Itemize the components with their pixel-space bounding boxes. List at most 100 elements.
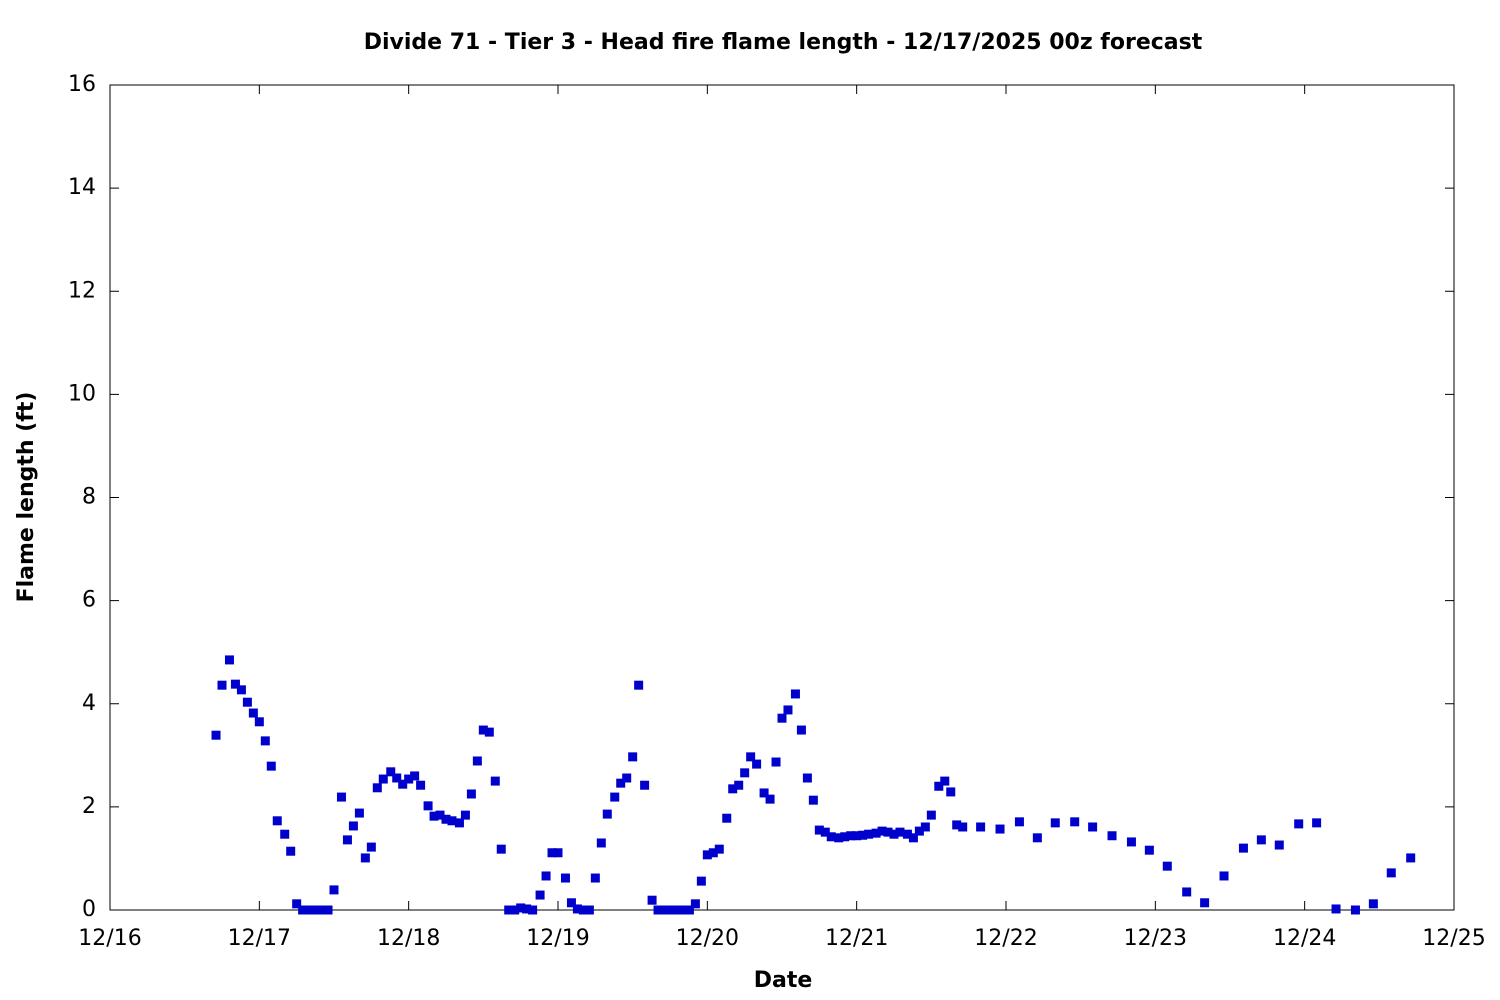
data-point [765, 794, 775, 804]
data-point [864, 829, 874, 839]
data-point [740, 768, 750, 778]
data-point [1219, 871, 1229, 881]
x-tick-label: 12/25 [1422, 926, 1485, 951]
data-point [858, 830, 868, 840]
data-point [952, 820, 962, 830]
data-point [746, 752, 756, 762]
data-point [946, 787, 956, 797]
data-point [796, 725, 806, 735]
data-point [647, 895, 657, 905]
data-point [1200, 898, 1210, 908]
data-point [852, 831, 862, 841]
data-point [802, 773, 812, 783]
data-point [336, 792, 346, 802]
data-point [771, 757, 781, 767]
y-tick-label: 16 [68, 72, 96, 97]
data-point [266, 761, 276, 771]
data-point [510, 905, 520, 915]
data-point [902, 829, 912, 839]
data-point [404, 774, 414, 784]
data-point [416, 780, 426, 790]
data-point [441, 814, 451, 824]
data-point [1032, 833, 1042, 843]
data-point [934, 781, 944, 791]
data-point [553, 848, 563, 858]
data-point [429, 811, 439, 821]
plot-frame [109, 84, 1455, 911]
data-point [920, 822, 930, 832]
data-point [286, 846, 296, 856]
y-tick-label: 14 [68, 175, 96, 200]
data-point [1238, 843, 1248, 853]
data-point [447, 816, 457, 826]
data-point [398, 779, 408, 789]
data-point [871, 828, 881, 838]
data-point [722, 813, 732, 823]
x-axis-label: Date [754, 968, 813, 993]
data-point [522, 904, 532, 914]
data-point [640, 780, 650, 790]
data-point [596, 838, 606, 848]
data-point [516, 903, 526, 913]
data-point [236, 685, 246, 695]
data-point [708, 848, 718, 858]
data-point [814, 825, 824, 835]
data-point [329, 885, 339, 895]
data-point [877, 826, 887, 836]
data-point [323, 905, 333, 915]
data-point [386, 767, 396, 777]
y-tick-label: 6 [82, 588, 96, 613]
data-point [1070, 817, 1080, 827]
data-point [759, 788, 769, 798]
data-point [248, 708, 258, 718]
x-tick-label: 12/23 [1124, 926, 1187, 951]
data-point [1274, 840, 1284, 850]
data-point [752, 759, 762, 769]
data-point [311, 905, 321, 915]
data-point [354, 808, 364, 818]
data-point [1406, 853, 1416, 863]
data-point [672, 905, 682, 915]
data-point [260, 736, 270, 746]
data-point [889, 829, 899, 839]
data-point [958, 822, 968, 832]
x-tick-label: 12/20 [676, 926, 739, 951]
chart-title: Divide 71 - Tier 3 - Head fire flame len… [364, 30, 1203, 55]
data-point [230, 679, 240, 689]
data-point [846, 831, 856, 841]
data-point [217, 680, 227, 690]
data-point [1331, 904, 1341, 914]
data-point [410, 771, 420, 781]
data-point [840, 832, 850, 842]
data-point [653, 905, 663, 915]
data-point [211, 730, 221, 740]
data-point [602, 809, 612, 819]
data-point [940, 776, 950, 786]
y-tick-label: 2 [82, 794, 96, 819]
data-point [298, 905, 308, 915]
data-point [317, 905, 327, 915]
data-point [1014, 817, 1024, 827]
data-point [496, 844, 506, 854]
data-point [790, 689, 800, 699]
data-point [1386, 868, 1396, 878]
data-point [547, 848, 557, 858]
data-point [1256, 835, 1266, 845]
data-point [702, 850, 712, 860]
data-point [366, 842, 376, 852]
data-point [883, 827, 893, 837]
data-point [541, 871, 551, 881]
data-point [926, 810, 936, 820]
x-tick-label: 12/19 [526, 926, 589, 951]
data-point [254, 717, 264, 727]
data-point [392, 773, 402, 783]
data-point [895, 827, 905, 837]
data-point [1050, 818, 1060, 828]
data-point [372, 783, 382, 793]
data-point [272, 816, 282, 826]
data-point [908, 833, 918, 843]
data-point [826, 832, 836, 842]
data-point [292, 899, 302, 909]
data-point [714, 844, 724, 854]
